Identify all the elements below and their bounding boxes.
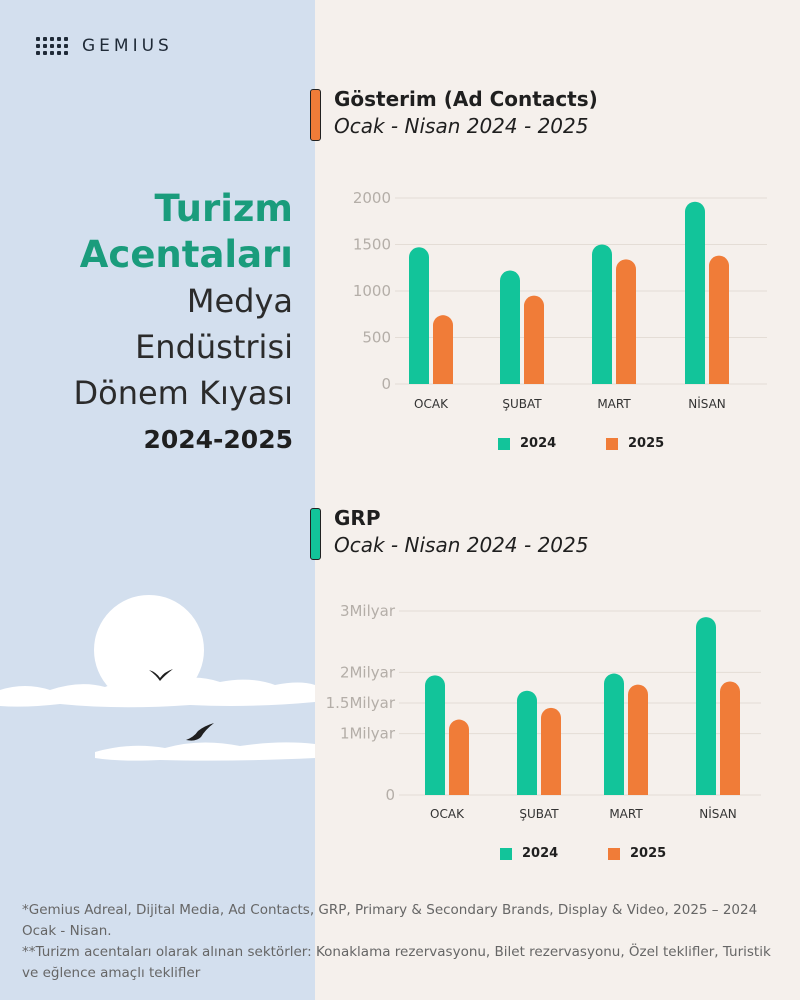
bar-2024-mart bbox=[604, 673, 624, 795]
ad-contacts-chart: 0 500 1000 1500 2000 OCAK ŞUBAT MART NİSAN bbox=[353, 189, 767, 411]
legend-label: 2024 bbox=[522, 846, 559, 861]
y-tick-label: 1500 bbox=[353, 236, 391, 254]
x-tick-label: MART bbox=[609, 807, 643, 821]
bar-2024-mart bbox=[592, 244, 612, 384]
y-tick-label: 0 bbox=[385, 786, 395, 804]
section-period: Ocak - Nisan 2024 - 2025 bbox=[334, 114, 589, 138]
legend-swatch bbox=[498, 437, 510, 450]
legend-label: 2025 bbox=[630, 846, 667, 861]
legend-item-2024: 2024 bbox=[498, 436, 556, 451]
legend-item-2025: 2025 bbox=[608, 846, 666, 861]
x-tick-label: ŞUBAT bbox=[519, 807, 559, 821]
bar-2025-mart bbox=[616, 259, 636, 384]
section-period: Ocak - Nisan 2024 - 2025 bbox=[334, 533, 589, 557]
x-tick-label: NİSAN bbox=[688, 396, 726, 411]
gemius-logo: GEMIUS bbox=[36, 36, 173, 56]
y-tick-label: 1000 bbox=[353, 282, 391, 300]
hero-title-line2: Acentaları bbox=[79, 233, 293, 276]
x-tick-label: OCAK bbox=[430, 807, 465, 821]
bar-2025-ocak bbox=[433, 315, 453, 384]
legend-item-2025: 2025 bbox=[606, 436, 664, 451]
bar-2024-ni̇san bbox=[685, 201, 705, 384]
section-accent-bar bbox=[310, 508, 321, 560]
bar-2024-ocak bbox=[425, 675, 445, 795]
bird-icon bbox=[186, 723, 214, 741]
bar-2025-şubat bbox=[541, 707, 561, 795]
logo-text: GEMIUS bbox=[82, 36, 173, 56]
cloud-icon bbox=[95, 742, 315, 761]
y-tick-label: 3Milyar bbox=[340, 602, 396, 620]
section-title: Gösterim (Ad Contacts) bbox=[334, 87, 598, 111]
y-tick-label: 0 bbox=[381, 375, 391, 393]
y-tick-label: 2Milyar bbox=[340, 663, 396, 681]
bar-2025-ni̇san bbox=[709, 255, 729, 384]
legend-swatch bbox=[608, 847, 620, 860]
hero-years: 2024-2025 bbox=[143, 425, 293, 454]
hero-subtitle-line2: Endüstrisi bbox=[135, 328, 293, 366]
x-tick-label: NİSAN bbox=[699, 806, 737, 821]
hero-subtitle-line1: Medya bbox=[186, 282, 293, 320]
right-panel bbox=[315, 0, 800, 1000]
bar-2024-şubat bbox=[517, 690, 537, 795]
logo-dots-icon bbox=[36, 37, 68, 55]
bar-2025-şubat bbox=[524, 295, 544, 384]
bar-2024-ocak bbox=[409, 247, 429, 384]
legend-item-2024: 2024 bbox=[500, 846, 558, 861]
footnote-sectors: **Turizm acentaları olarak alınan sektör… bbox=[22, 944, 771, 981]
sun-icon bbox=[94, 595, 204, 705]
footnotes: *Gemius Adreal, Dijital Media, Ad Contac… bbox=[22, 900, 782, 984]
x-tick-label: MART bbox=[597, 397, 631, 411]
hero-title-block: Turizm Acentaları Medya Endüstrisi Dönem… bbox=[13, 186, 293, 460]
footnote-source: *Gemius Adreal, Dijital Media, Ad Contac… bbox=[22, 902, 758, 939]
hero-subtitle-line3: Dönem Kıyası bbox=[73, 374, 293, 412]
legend-label: 2024 bbox=[520, 436, 557, 451]
left-panel bbox=[0, 0, 315, 1000]
sunset-illustration bbox=[0, 595, 315, 761]
bar-2025-ocak bbox=[449, 719, 469, 795]
cloud-icon bbox=[0, 677, 315, 708]
bird-icon bbox=[149, 669, 173, 681]
legend-swatch bbox=[500, 847, 512, 860]
legend-label: 2025 bbox=[628, 436, 665, 451]
hero-title-line1: Turizm bbox=[154, 187, 293, 230]
legend-swatch bbox=[606, 437, 618, 450]
x-tick-label: OCAK bbox=[414, 397, 449, 411]
bar-2024-şubat bbox=[500, 270, 520, 384]
x-tick-label: ŞUBAT bbox=[502, 397, 542, 411]
bar-2025-mart bbox=[628, 684, 648, 795]
y-tick-label: 1Milyar bbox=[340, 725, 396, 743]
bar-2025-ni̇san bbox=[720, 681, 740, 795]
section-title: GRP bbox=[334, 506, 381, 530]
y-tick-label: 2000 bbox=[353, 189, 391, 207]
section-accent-bar bbox=[310, 89, 321, 141]
y-tick-label: 1.5Milyar bbox=[326, 694, 396, 712]
y-tick-label: 500 bbox=[362, 329, 391, 347]
grp-chart: 0 1Milyar 1.5Milyar 2Milyar 3Milyar OCAK ŞUBAT… bbox=[326, 602, 761, 821]
bar-2024-ni̇san bbox=[696, 617, 716, 795]
